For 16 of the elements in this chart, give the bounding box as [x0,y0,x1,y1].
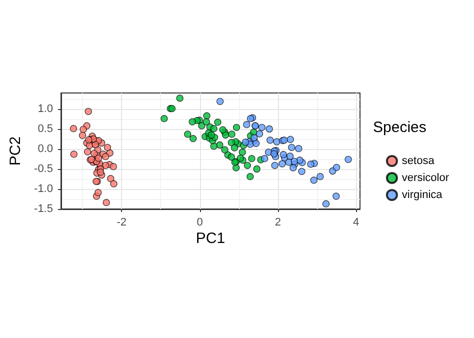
y-tick-label: -1.5 [34,203,53,215]
x-tick-label: 2 [274,216,281,228]
y-tick-label: -0.5 [34,163,53,175]
y-tick-label: 1.0 [38,103,53,115]
y-axis-title: PC2 [7,136,24,166]
legend-title: Species [373,119,426,136]
x-axis-title: PC1 [196,230,226,247]
y-tick-label: 0.0 [38,143,53,155]
x-tick-label: 0 [196,216,203,228]
x-tick-label: 4 [353,216,360,228]
y-tick-label: -1.0 [34,183,53,195]
legend-label: setosa [402,155,436,167]
y-tick-label: 0.5 [38,123,53,135]
legend-label: versicolor [402,172,450,184]
legend-label: virginica [402,189,444,201]
x-tick-label: -2 [116,216,126,228]
